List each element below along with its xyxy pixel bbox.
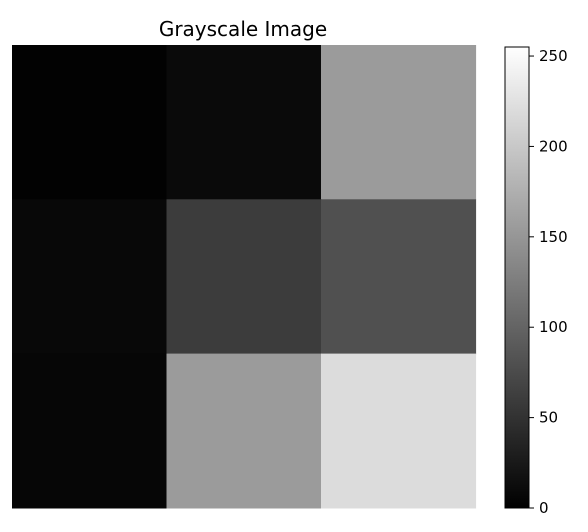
colorbar-ticks: 0 50 100 150 200 250: [529, 47, 568, 517]
colorbar-tick-label: 150: [539, 228, 568, 246]
heatmap-cell-r1-c2: [321, 199, 477, 355]
chart-title: Grayscale Image: [159, 17, 327, 41]
colorbar-tick-label: 0: [539, 499, 549, 517]
heatmap-cell-r0-c0: [12, 45, 168, 200]
heatmap-cell-r1-c1: [166, 199, 322, 355]
heatmap-cell-r2-c1: [166, 353, 322, 509]
colorbar-tick-label: 200: [539, 137, 568, 155]
heatmap-cell-r0-c1: [166, 45, 322, 200]
colorbar: [504, 46, 530, 509]
heatmap-cell-r1-c0: [12, 199, 168, 355]
heatmap-cells: [12, 45, 477, 509]
heatmap-cell-r2-c0: [12, 353, 168, 509]
heatmap-cell-r0-c2: [321, 45, 477, 200]
colorbar-tick-label: 50: [539, 409, 558, 427]
heatmap-cell-r2-c2: [321, 353, 477, 509]
colorbar-tick-label: 100: [539, 318, 568, 336]
colorbar-tick-label: 250: [539, 47, 568, 65]
